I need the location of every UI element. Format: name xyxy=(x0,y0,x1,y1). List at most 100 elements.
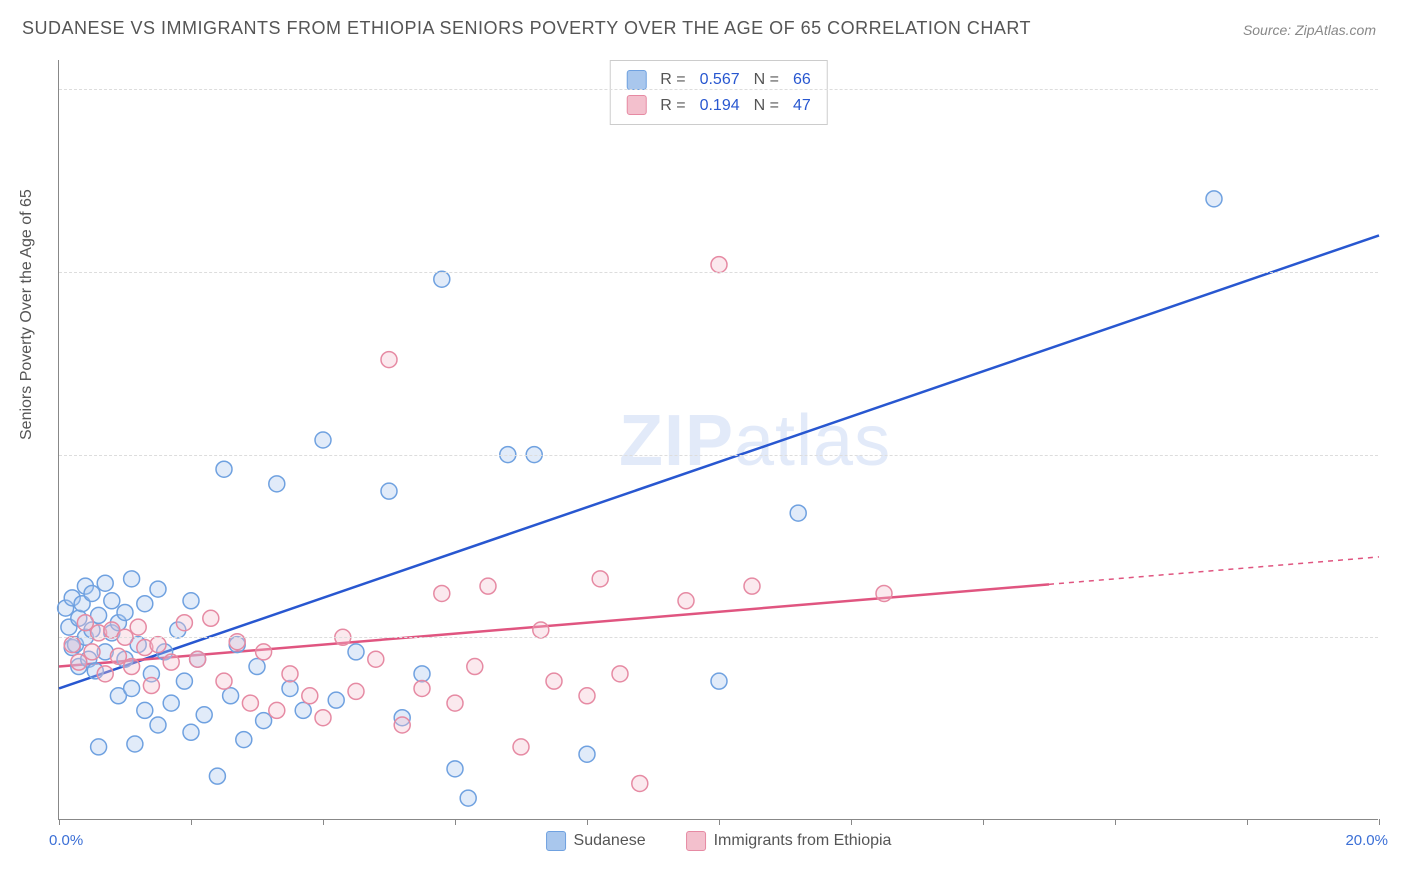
data-point xyxy=(242,695,258,711)
x-tick xyxy=(587,819,588,825)
source-label: Source: ZipAtlas.com xyxy=(1243,22,1376,38)
chart-title: SUDANESE VS IMMIGRANTS FROM ETHIOPIA SEN… xyxy=(22,18,1031,39)
data-point xyxy=(295,702,311,718)
data-point xyxy=(183,724,199,740)
data-point xyxy=(467,659,483,675)
data-point xyxy=(216,461,232,477)
data-point xyxy=(269,476,285,492)
x-tick xyxy=(59,819,60,825)
data-point xyxy=(127,736,143,752)
x-tick xyxy=(851,819,852,825)
data-point xyxy=(434,271,450,287)
data-point xyxy=(130,619,146,635)
data-point xyxy=(434,585,450,601)
data-point xyxy=(249,659,265,675)
data-point xyxy=(513,739,529,755)
gridline xyxy=(59,89,1378,90)
data-point xyxy=(348,644,364,660)
data-point xyxy=(790,505,806,521)
data-point xyxy=(302,688,318,704)
data-point xyxy=(196,707,212,723)
data-point xyxy=(97,666,113,682)
data-point xyxy=(91,739,107,755)
x-tick xyxy=(323,819,324,825)
legend-label-ethiopia: Immigrants from Ethiopia xyxy=(714,832,892,850)
data-point xyxy=(282,666,298,682)
data-point xyxy=(460,790,476,806)
data-point xyxy=(282,680,298,696)
data-point xyxy=(236,732,252,748)
data-point xyxy=(579,688,595,704)
series-legend: Sudanese Immigrants from Ethiopia xyxy=(546,831,892,851)
trend-line xyxy=(59,235,1379,688)
data-point xyxy=(137,596,153,612)
x-tick xyxy=(1115,819,1116,825)
data-point xyxy=(137,702,153,718)
data-point xyxy=(711,673,727,689)
data-point xyxy=(368,651,384,667)
legend-swatch-ethiopia xyxy=(686,831,706,851)
data-point xyxy=(203,610,219,626)
data-point xyxy=(71,654,87,670)
data-point xyxy=(176,615,192,631)
data-point xyxy=(163,654,179,670)
data-point xyxy=(876,585,892,601)
data-point xyxy=(632,775,648,791)
data-point xyxy=(315,710,331,726)
x-tick xyxy=(1379,819,1380,825)
data-point xyxy=(744,578,760,594)
data-point xyxy=(229,634,245,650)
legend-label-sudanese: Sudanese xyxy=(574,832,646,850)
data-point xyxy=(256,713,272,729)
data-point xyxy=(348,683,364,699)
gridline xyxy=(59,272,1378,273)
legend-item-sudanese: Sudanese xyxy=(546,831,646,851)
data-point xyxy=(269,702,285,718)
data-point xyxy=(163,695,179,711)
x-axis-min-label: 0.0% xyxy=(49,832,83,849)
data-point xyxy=(97,575,113,591)
data-point xyxy=(480,578,496,594)
data-point xyxy=(150,637,166,653)
data-point xyxy=(678,593,694,609)
x-tick xyxy=(455,819,456,825)
data-point xyxy=(150,581,166,597)
x-tick xyxy=(983,819,984,825)
data-point xyxy=(84,585,100,601)
trend-line-dashed xyxy=(1049,557,1379,584)
data-point xyxy=(414,666,430,682)
data-point xyxy=(414,680,430,696)
data-point xyxy=(124,659,140,675)
x-axis-max-label: 20.0% xyxy=(1345,832,1388,849)
data-point xyxy=(546,673,562,689)
data-point xyxy=(117,604,133,620)
data-point xyxy=(579,746,595,762)
x-tick xyxy=(191,819,192,825)
data-point xyxy=(381,483,397,499)
data-point xyxy=(533,622,549,638)
data-point xyxy=(216,673,232,689)
data-point xyxy=(124,571,140,587)
data-point xyxy=(124,680,140,696)
data-point xyxy=(143,678,159,694)
data-point xyxy=(315,432,331,448)
data-point xyxy=(223,688,239,704)
legend-swatch-sudanese xyxy=(546,831,566,851)
y-axis-title: Seniors Poverty Over the Age of 65 xyxy=(18,189,36,440)
data-point xyxy=(209,768,225,784)
data-point xyxy=(104,593,120,609)
data-point xyxy=(612,666,628,682)
data-point xyxy=(190,651,206,667)
legend-item-ethiopia: Immigrants from Ethiopia xyxy=(686,831,892,851)
data-point xyxy=(381,352,397,368)
data-point xyxy=(394,717,410,733)
plot-area: ZIPatlas R = 0.567 N = 66 R = 0.194 N = … xyxy=(58,60,1378,820)
data-point xyxy=(447,761,463,777)
data-point xyxy=(176,673,192,689)
data-point xyxy=(447,695,463,711)
gridline xyxy=(59,637,1378,638)
x-tick xyxy=(719,819,720,825)
data-point xyxy=(150,717,166,733)
data-point xyxy=(592,571,608,587)
x-tick xyxy=(1247,819,1248,825)
